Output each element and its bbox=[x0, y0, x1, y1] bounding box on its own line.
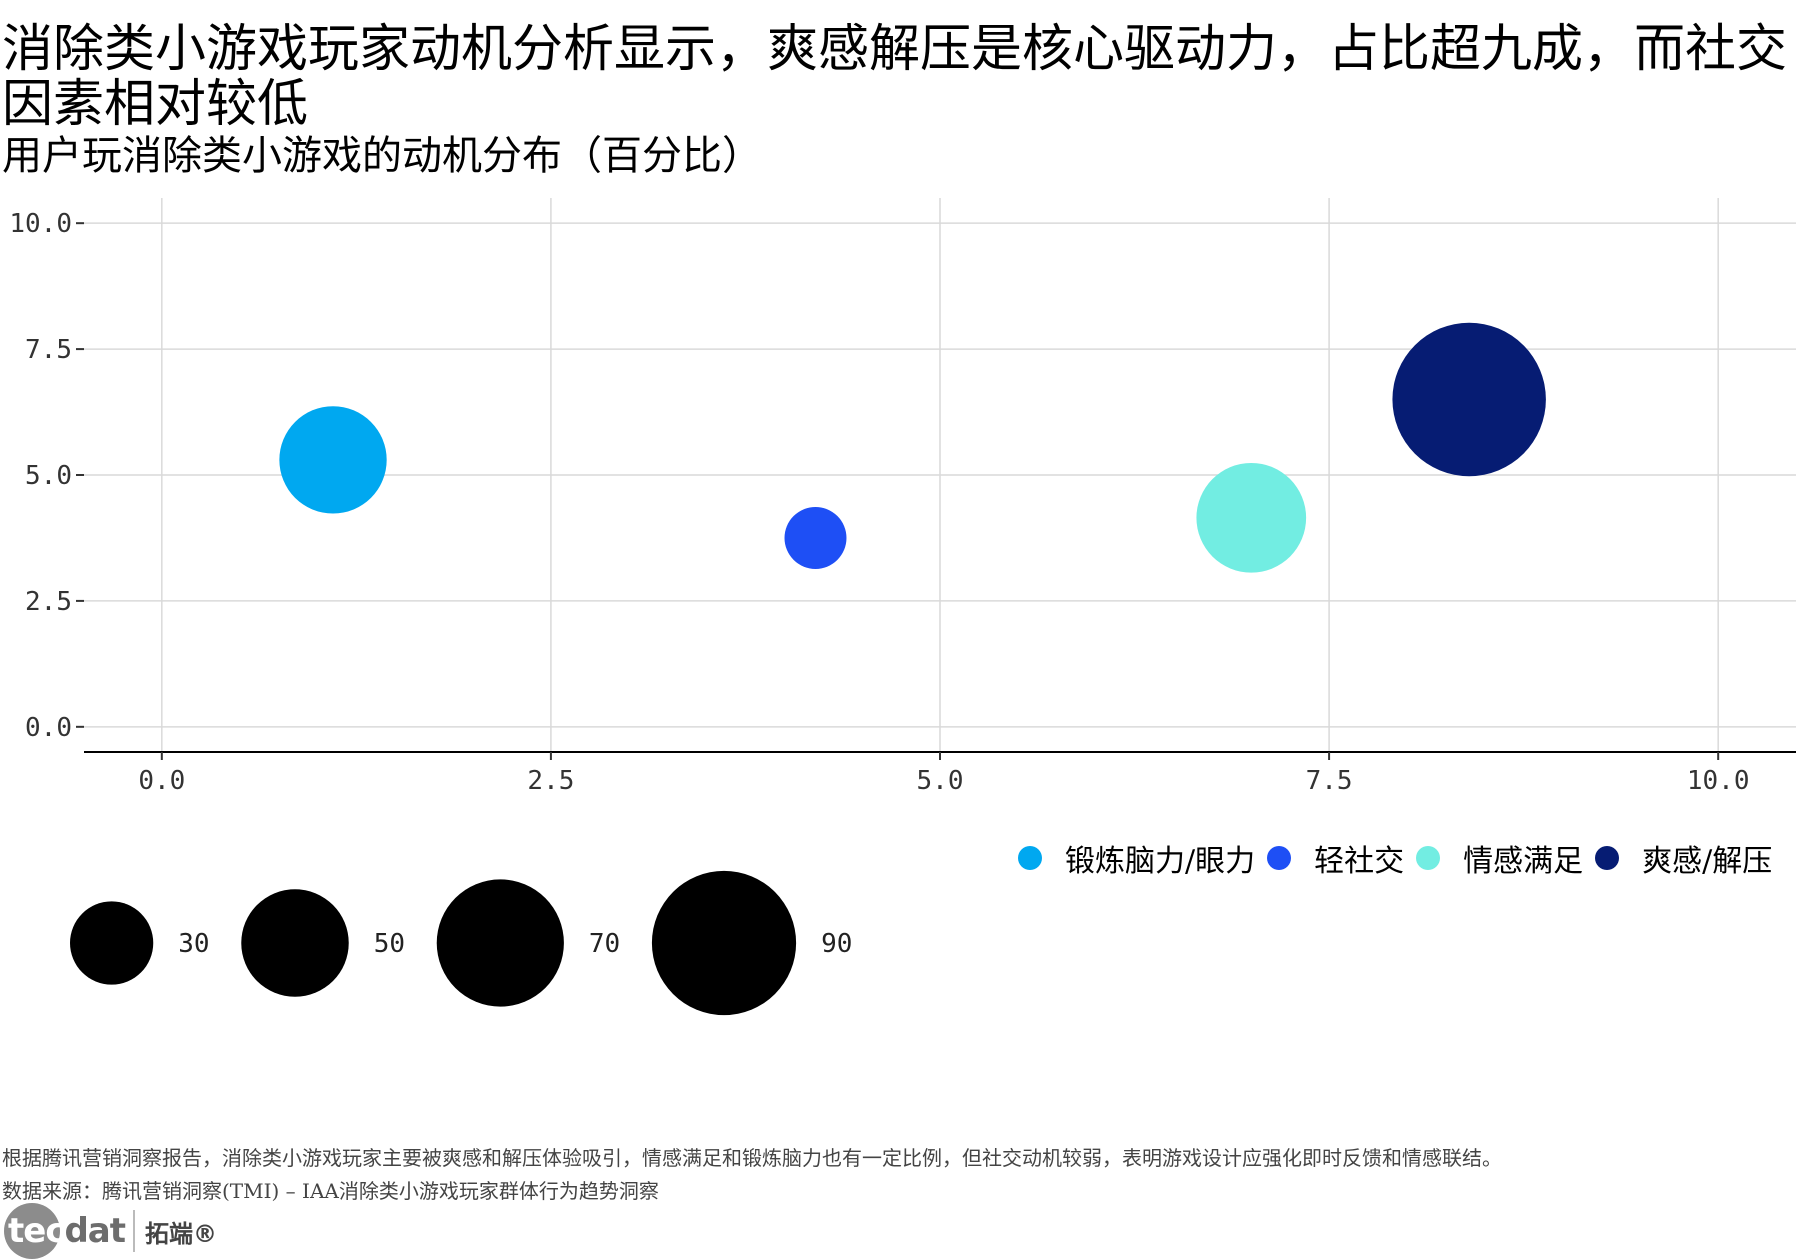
y-tick-label: 2.5 bbox=[25, 587, 72, 617]
size-legend: 30 50 70 90 bbox=[70, 870, 852, 1016]
size-legend-label: 50 bbox=[374, 929, 405, 959]
logo-circle bbox=[4, 1203, 60, 1259]
logo-divider bbox=[133, 1210, 136, 1252]
legend-key-circle bbox=[1018, 846, 1042, 870]
y-tick-label: 7.5 bbox=[25, 335, 72, 365]
bubble-情感满足 bbox=[1196, 462, 1307, 573]
size-legend-circle bbox=[70, 901, 154, 985]
legend-item-锻炼脑力/眼力: 锻炼脑力/眼力 bbox=[1018, 836, 1255, 880]
bubble-轻社交 bbox=[784, 506, 847, 569]
logo-wordmark: tecdat bbox=[4, 1211, 126, 1251]
legend-key-circle bbox=[1267, 846, 1292, 870]
legend-label: 锻炼脑力/眼力 bbox=[1065, 844, 1256, 879]
x-tick-label: 5.0 bbox=[917, 766, 964, 796]
size-legend-circle bbox=[436, 879, 564, 1007]
legend-label: 爽感/解压 bbox=[1642, 844, 1773, 879]
logo-chinese-name: 拓端® bbox=[145, 1219, 218, 1248]
bubble-爽感/解压 bbox=[1392, 322, 1546, 477]
logo-wordmark-tail: dat bbox=[64, 1211, 126, 1251]
bubble-锻炼脑力/眼力 bbox=[279, 406, 387, 514]
data-source: 数据来源：腾讯营销洞察(TMI) – IAA消除类小游戏玩家群体行为趋势洞察 bbox=[2, 1179, 659, 1203]
size-legend-label: 70 bbox=[589, 929, 620, 959]
y-tick-label: 10.0 bbox=[9, 209, 72, 239]
size-legend-label: 30 bbox=[178, 929, 209, 959]
color-legend: 锻炼脑力/眼力 轻社交 情感满足 爽感/解压 bbox=[1018, 836, 1784, 880]
chart-title: 消除类小游戏玩家动机分析显示，爽感解压是核心驱动力，占比超九成，而社交因素相对较… bbox=[2, 20, 1788, 134]
x-tick-label: 10.0 bbox=[1687, 766, 1750, 796]
y-tick-label: 0.0 bbox=[25, 713, 72, 743]
legend-key-circle bbox=[1416, 846, 1441, 870]
bubbles bbox=[279, 322, 1546, 573]
chart-caption: 根据腾讯营销洞察报告，消除类小游戏玩家主要被爽感和解压体验吸引，情感满足和锻炼脑… bbox=[2, 1146, 1502, 1170]
legend-label: 轻社交 bbox=[1314, 844, 1405, 879]
x-tick-label: 7.5 bbox=[1306, 766, 1353, 796]
tecdat-logo: tecdat 拓端® bbox=[4, 1203, 217, 1259]
x-tick-label: 0.0 bbox=[138, 766, 185, 796]
tick-labels: 0.0 2.5 5.0 7.5 10.0 0.0 2.5 5.0 7.5 10.0 bbox=[9, 209, 1749, 796]
legend-item-轻社交: 轻社交 bbox=[1267, 836, 1404, 880]
logo-wordmark-head: tec bbox=[8, 1211, 65, 1251]
size-legend-label: 90 bbox=[821, 929, 852, 959]
chart-subtitle: 用户玩消除类小游戏的动机分布（百分比） bbox=[2, 133, 762, 179]
legend-item-爽感/解压: 爽感/解压 bbox=[1595, 836, 1772, 880]
legend-item-情感满足: 情感满足 bbox=[1416, 836, 1583, 880]
size-legend-circle bbox=[241, 889, 349, 997]
legend-key-circle bbox=[1595, 846, 1620, 870]
x-tick-label: 2.5 bbox=[527, 766, 574, 796]
grid-lines bbox=[84, 198, 1796, 752]
y-tick-label: 5.0 bbox=[25, 461, 72, 491]
legend-label: 情感满足 bbox=[1463, 844, 1584, 879]
size-legend-circle bbox=[651, 870, 797, 1016]
